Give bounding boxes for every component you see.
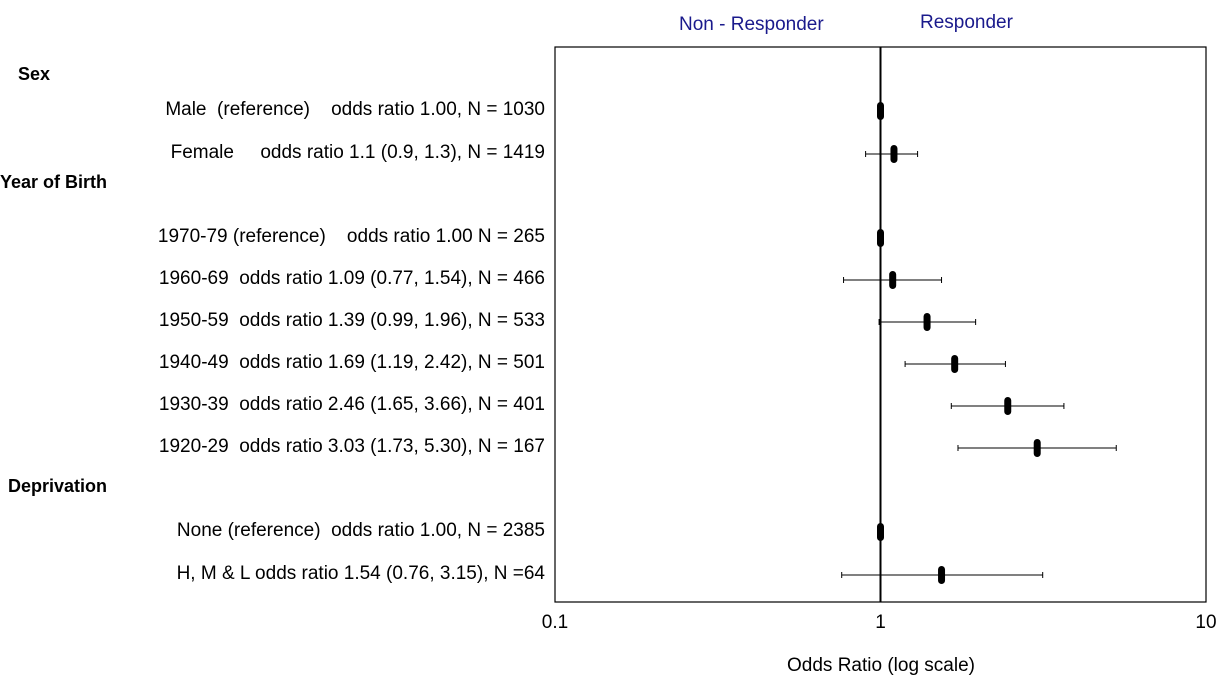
- row-label: 1970-79 (reference) odds ratio 1.00 N = …: [157, 226, 545, 247]
- row-label: 1940-49 odds ratio 1.69 (1.19, 2.42), N …: [158, 352, 545, 373]
- section-heading: Year of Birth: [0, 172, 108, 192]
- row-label: 1930-39 odds ratio 2.46 (1.65, 3.66), N …: [158, 394, 545, 415]
- x-tick-label: 10: [1195, 612, 1217, 633]
- row-label: 1920-29 odds ratio 3.03 (1.73, 5.30), N …: [158, 436, 545, 457]
- odds-ratio-point: [1004, 397, 1012, 415]
- direction-label-left: Non - Responder: [679, 14, 824, 35]
- odds-ratio-point: [951, 355, 959, 373]
- odds-ratio-point: [877, 102, 884, 120]
- row-label: Male (reference) odds ratio 1.00, N = 10…: [165, 99, 545, 120]
- x-axis-label: Odds Ratio (log scale): [787, 655, 975, 676]
- section-heading: Sex: [18, 64, 51, 84]
- odds-ratio-point: [1033, 439, 1041, 457]
- row-label: H, M & L odds ratio 1.54 (0.76, 3.15), N…: [176, 563, 545, 584]
- odds-ratio-point: [877, 523, 884, 541]
- odds-ratio-point: [923, 313, 931, 331]
- row-label: None (reference) odds ratio 1.00, N = 23…: [176, 520, 545, 541]
- row-label: Female odds ratio 1.1 (0.9, 1.3), N = 14…: [170, 142, 545, 163]
- odds-ratio-point: [889, 271, 897, 289]
- row-label: 1950-59 odds ratio 1.39 (0.99, 1.96), N …: [158, 310, 545, 331]
- odds-ratio-point: [890, 145, 898, 163]
- x-tick-label: 0.1: [541, 612, 569, 633]
- direction-label-right: Responder: [920, 12, 1013, 33]
- row-label: 1960-69 odds ratio 1.09 (0.77, 1.54), N …: [158, 268, 545, 289]
- odds-ratio-point: [877, 229, 884, 247]
- x-tick-label: 1: [875, 612, 886, 633]
- odds-ratio-point: [938, 566, 946, 584]
- section-heading: Deprivation: [8, 476, 108, 496]
